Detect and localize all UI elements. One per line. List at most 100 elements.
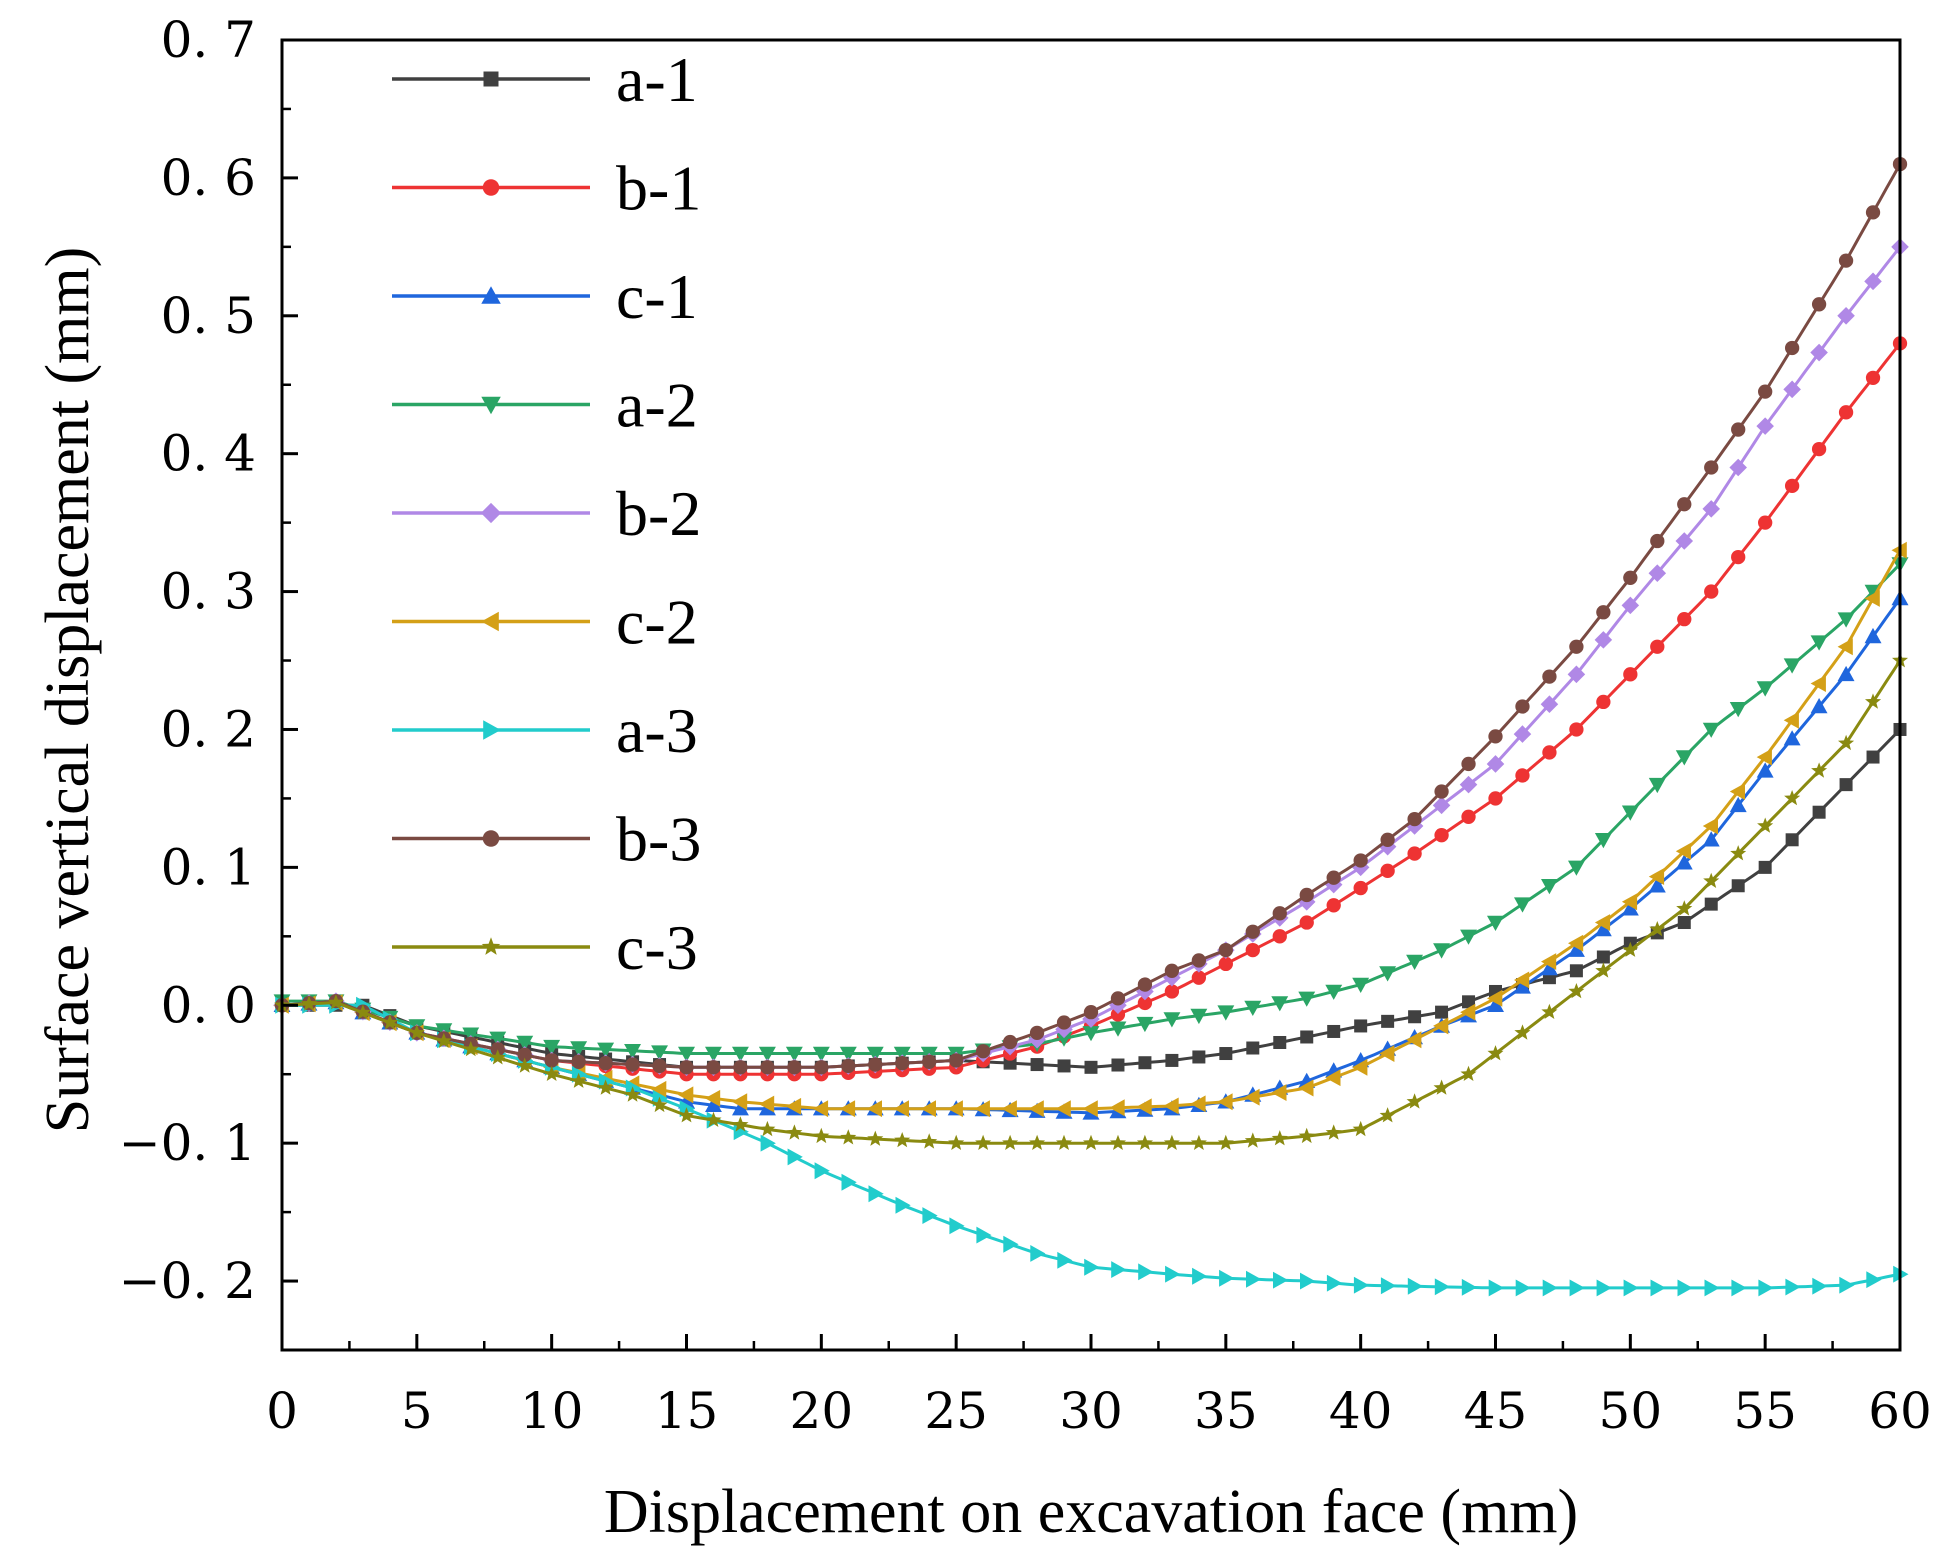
series-point-a-3 [1326,1274,1343,1292]
series-point-a-3 [1758,1279,1774,1297]
series-point-c-2 [974,1100,990,1118]
series-point-a-3 [1650,1279,1666,1297]
series-point-c-2 [1514,971,1530,989]
x-tick-label: 50 [1599,1382,1663,1440]
series-line-b-2 [281,245,1902,1069]
y-tick-label: 0. 6 [161,149,256,207]
series-point-c-3 [1784,790,1801,806]
series-point-a-2 [1702,722,1720,738]
y-tick-label: 0. 2 [161,700,256,758]
series-point-c-3 [1649,921,1666,937]
series-point-a-2 [543,1039,561,1056]
series-point-b-2 [1756,417,1774,435]
series-point-b-3 [1029,1025,1045,1040]
series-point-b-1 [1569,722,1584,737]
series-point-a-3 [1677,1279,1693,1297]
series-point-c-3 [516,1057,533,1073]
y-tick-label: 0. 3 [161,563,256,621]
series-point-a-2 [1136,1016,1154,1033]
series-point-b-3 [1865,205,1881,220]
y-tick-label: −0. 2 [119,1252,256,1310]
series-point-c-1 [1541,960,1558,976]
series-point-a-3 [1515,1279,1531,1297]
series-point-c-2 [1648,868,1665,885]
legend-swatch-marker [481,937,501,955]
x-tick-label: 40 [1329,1382,1393,1440]
series-point-b-3 [760,1060,775,1075]
series-point-b-2 [1567,665,1586,684]
series-point-c-3 [1757,817,1774,833]
series-b-2 [273,238,1909,1077]
series-point-c-1 [1568,941,1585,957]
series-point-b-2 [1729,458,1747,477]
series-point-c-2 [705,1089,721,1107]
series-point-c-3 [1865,693,1882,709]
series-point-c-2 [1217,1093,1233,1111]
series-point-c-1 [1702,831,1720,847]
series-point-c-3 [1244,1132,1261,1148]
legend-swatch-marker [483,71,499,87]
series-point-a-2 [1352,977,1370,993]
legend-label: a-1 [616,44,698,115]
series-point-a-3 [1084,1258,1100,1276]
series-point-a-2 [1783,658,1801,674]
legend-item-b-1: b-1 [392,153,701,224]
y-tick-label: 0. 5 [161,287,256,345]
series-point-a-3 [1273,1271,1289,1289]
series-point-a-1 [1111,1058,1125,1072]
series-point-a-1 [1192,1050,1206,1064]
series-point-c-2 [1001,1100,1017,1118]
series-point-b-3 [814,1060,829,1075]
series-point-b-3 [1650,533,1665,549]
series-point-b-3 [895,1056,910,1071]
series-point-c-3 [1703,872,1720,888]
series-point-b-1 [1299,915,1314,930]
y-tick-label: −0. 1 [119,1114,256,1172]
series-point-c-2 [1621,893,1638,911]
series-point-c-1 [1675,854,1693,870]
series-point-c-3 [1136,1134,1153,1150]
series-point-c-3 [1352,1120,1369,1137]
series-point-b-1 [1353,880,1368,896]
series-point-b-1 [1838,405,1854,420]
series-point-c-3 [1676,900,1693,916]
series-point-b-3 [1191,953,1207,968]
series-point-b-1 [1811,441,1827,457]
x-tick-label: 5 [401,1382,433,1440]
series-point-b-3 [1353,853,1368,868]
series-point-b-1 [1272,929,1287,944]
series-point-b-1 [1137,995,1153,1011]
series-point-c-3 [651,1096,668,1113]
series-point-c-2 [1379,1045,1395,1062]
series-point-a-1 [1381,1014,1395,1028]
series-point-a-2 [1837,612,1855,628]
series-point-a-1 [1273,1035,1287,1049]
series-point-c-3 [1190,1134,1207,1150]
series-point-a-3 [1165,1265,1181,1283]
x-tick-label: 0 [266,1382,298,1440]
series-point-c-3 [786,1124,803,1140]
series-point-c-3 [435,1032,452,1048]
series-point-b-1 [1784,478,1800,494]
series-point-b-3 [1407,811,1422,827]
series-point-a-2 [1406,954,1423,970]
series-point-b-3 [975,1044,991,1059]
series-point-b-1 [1434,828,1449,843]
series-point-a-2 [462,1027,480,1043]
series-point-c-3 [1163,1134,1180,1150]
series-point-c-2 [920,1100,936,1118]
series-point-b-1 [1407,846,1422,861]
series-point-c-3 [1622,941,1639,957]
series-point-a-2 [866,1046,884,1062]
series-point-b-1 [1623,667,1638,682]
series-point-c-2 [812,1100,829,1118]
series-point-a-3 [1812,1277,1828,1295]
series-point-c-2 [1163,1097,1179,1115]
series-point-b-2 [1810,343,1828,362]
series-point-b-3 [787,1060,802,1075]
legend-swatch-marker [481,396,501,415]
series-point-c-3 [1541,1003,1558,1019]
series-point-c-3 [543,1065,560,1081]
series-point-b-1 [1110,1007,1126,1022]
series-point-b-3 [1811,297,1827,312]
